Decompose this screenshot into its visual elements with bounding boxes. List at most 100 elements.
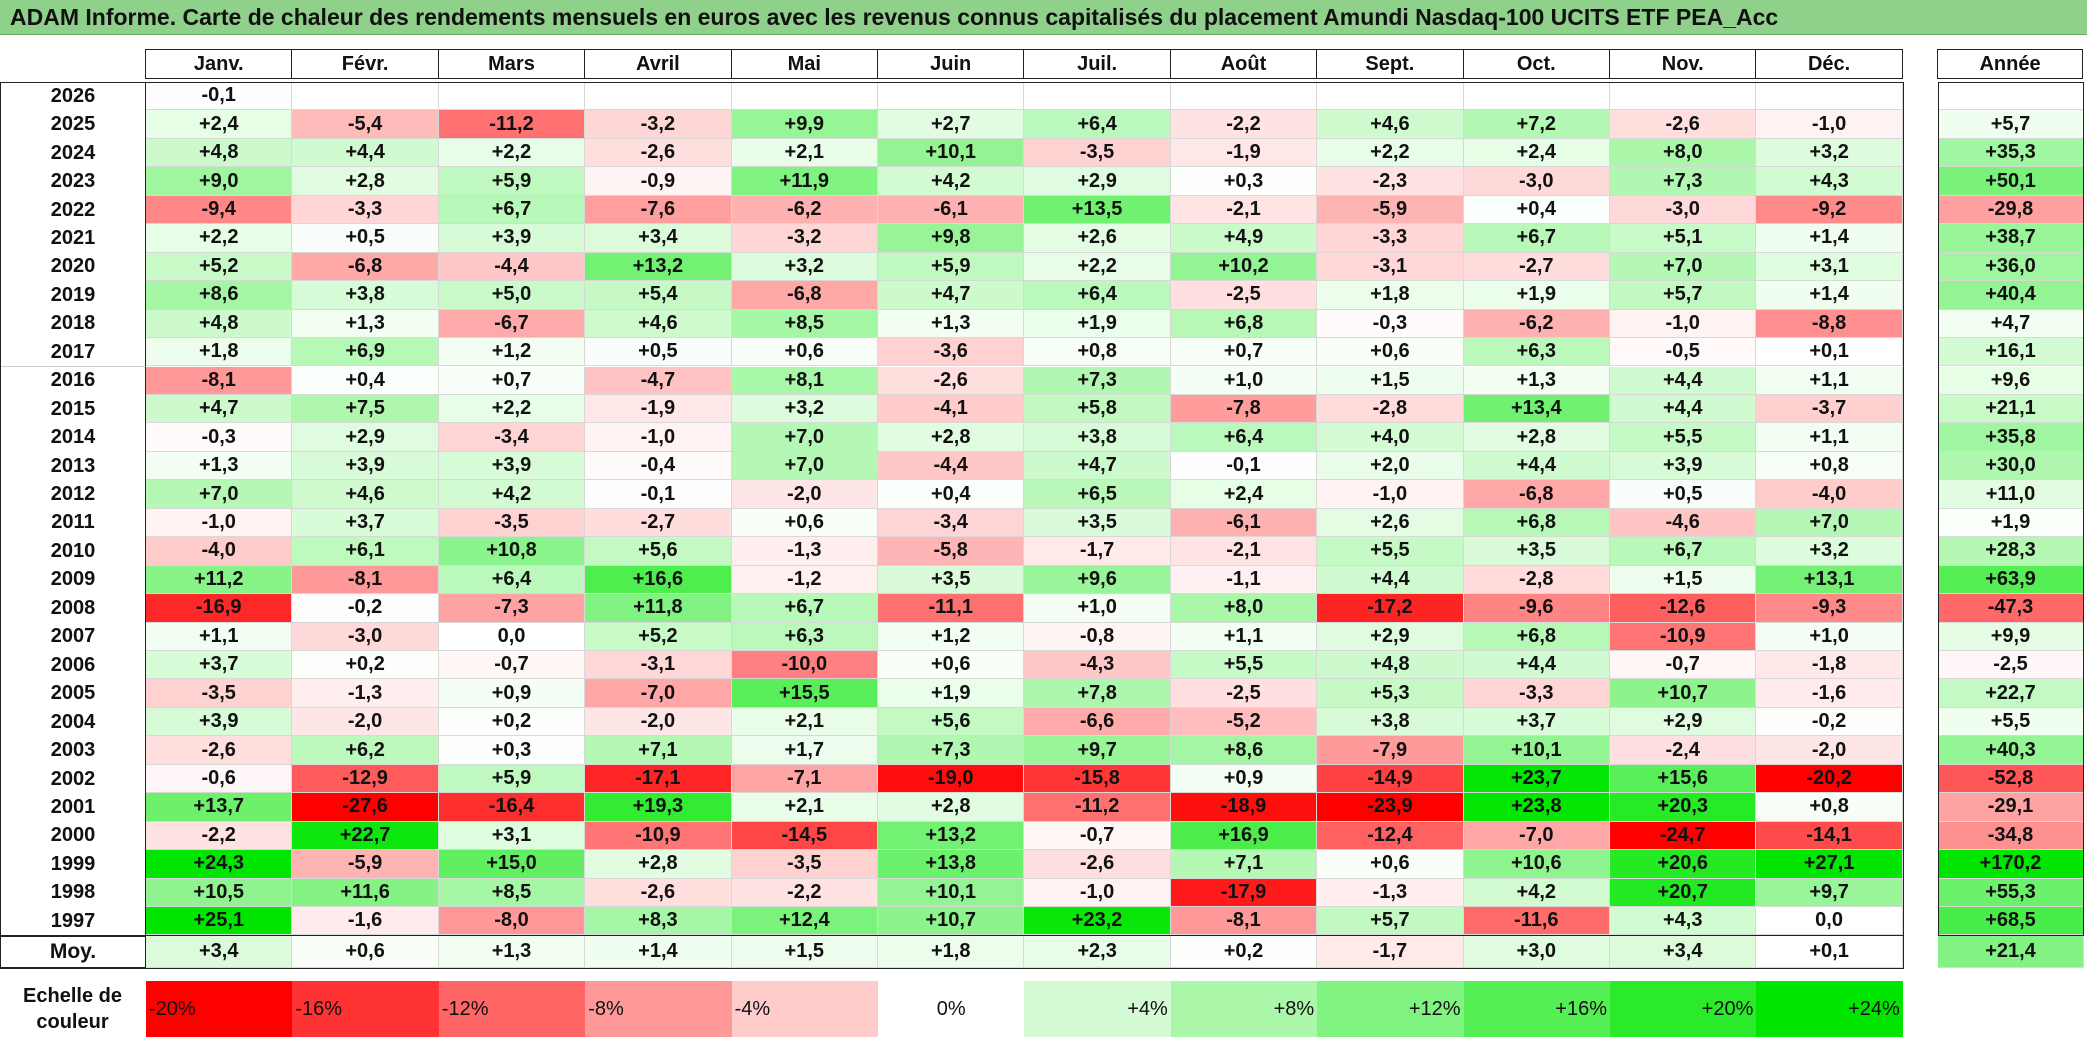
heatmap-cell: +13,1 [1756, 565, 1903, 595]
average-cell: +2,3 [1024, 936, 1171, 968]
heatmap-cell: -7,8 [1170, 394, 1318, 424]
heatmap-cell: -17,9 [1170, 878, 1318, 908]
heatmap-cell: +4,7 [1024, 451, 1171, 481]
heatmap-cell: +6,1 [292, 537, 439, 566]
average-label: Moy. [0, 936, 146, 968]
heatmap-cell: +5,5 [1317, 537, 1464, 566]
heatmap-cell [878, 82, 1025, 111]
heatmap-cell: -12,4 [1317, 821, 1464, 851]
heatmap-cell: -0,5 [1610, 338, 1757, 367]
year-label: 2006 [0, 651, 146, 681]
heatmap-cell: +4,6 [1317, 110, 1464, 139]
heatmap-cell: +0,7 [438, 366, 586, 395]
heatmap-cell: -7,1 [731, 764, 878, 794]
heatmap-cell: +0,3 [438, 736, 586, 765]
heatmap-cell: +4,4 [1610, 394, 1757, 424]
heatmap-cell: +15,5 [731, 679, 878, 708]
year-label: 2023 [0, 167, 146, 197]
heatmap-cell: +1,2 [438, 338, 586, 367]
heatmap-cell: -3,4 [878, 508, 1025, 538]
heatmap-cell: +1,9 [878, 679, 1025, 708]
heatmap-cell: -1,8 [1756, 651, 1903, 680]
heatmap-cell: -23,9 [1317, 793, 1464, 822]
heatmap-cell: +6,9 [292, 338, 439, 367]
heatmap-cell: -2,2 [146, 821, 293, 851]
heatmap-cell: -5,8 [878, 537, 1025, 566]
heatmap-cell: +2,1 [731, 707, 878, 737]
annual-cell: +50,1 [1938, 167, 2084, 196]
heatmap-cell: +1,8 [1317, 281, 1464, 310]
heatmap-cell: -2,0 [292, 707, 439, 737]
heatmap-cell: +7,1 [585, 736, 732, 765]
color-scale-step: +8% [1170, 981, 1318, 1037]
annual-cell: +55,3 [1938, 878, 2084, 908]
heatmap-cell: -9,6 [1463, 594, 1610, 623]
heatmap-cell: -12,6 [1610, 594, 1757, 623]
heatmap-cell: -2,5 [1170, 281, 1318, 310]
heatmap-cell: -1,3 [731, 537, 878, 566]
heatmap-cell: -2,8 [1463, 565, 1610, 595]
heatmap-cell: +2,8 [585, 850, 732, 879]
year-label: 2013 [0, 451, 146, 482]
year-label: 2011 [0, 508, 146, 539]
heatmap-cell: +6,4 [1024, 281, 1171, 310]
heatmap-cell: -4,6 [1610, 508, 1757, 538]
heatmap-cell: +4,2 [438, 480, 586, 509]
heatmap-cell: 0,0 [1756, 907, 1903, 936]
heatmap-cell: +1,0 [1024, 594, 1171, 623]
heatmap-cell: +13,4 [1463, 394, 1610, 424]
heatmap-cell: +15,0 [438, 850, 586, 879]
heatmap-cell: +2,8 [878, 793, 1025, 822]
color-scale-step: 0% [878, 981, 1025, 1037]
heatmap-cell: +2,7 [878, 110, 1025, 139]
heatmap-cell: +0,6 [1317, 338, 1464, 367]
heatmap-cell: -3,5 [731, 850, 878, 879]
heatmap-cell: +7,2 [1463, 110, 1610, 139]
heatmap-cell: +10,7 [1610, 679, 1757, 708]
heatmap-cell: -4,3 [1024, 651, 1171, 680]
heatmap-cell: -1,0 [1317, 480, 1464, 509]
year-label: 2010 [0, 537, 146, 567]
heatmap-cell: +4,6 [292, 480, 439, 509]
heatmap-cell: -18,9 [1170, 793, 1318, 822]
year-label: 2026 [0, 82, 146, 112]
color-scale-step: +20% [1610, 981, 1757, 1037]
heatmap-cell: +1,5 [1317, 366, 1464, 395]
heatmap-cell: -0,2 [292, 594, 439, 623]
heatmap-cell: +2,9 [1024, 167, 1171, 196]
heatmap-cell: -10,0 [731, 651, 878, 680]
heatmap-cell: +2,8 [292, 167, 439, 196]
heatmap-cell: +3,9 [438, 224, 586, 253]
heatmap-cell: -1,2 [731, 565, 878, 595]
heatmap-cell: +0,8 [1756, 793, 1903, 822]
heatmap-cell: -16,4 [438, 793, 586, 822]
heatmap-cell: +13,5 [1024, 195, 1171, 225]
heatmap-cell: -11,2 [1024, 793, 1171, 822]
year-label: 2014 [0, 423, 146, 453]
heatmap-cell: +0,6 [731, 508, 878, 538]
annual-cell: -29,8 [1938, 195, 2084, 225]
heatmap-cell: +0,9 [438, 679, 586, 708]
annual-cell: +1,9 [1938, 508, 2084, 538]
heatmap-cell: +12,4 [731, 907, 878, 936]
heatmap-cell: -3,3 [1463, 679, 1610, 708]
month-header: Avril [584, 49, 732, 79]
heatmap-cell: -2,6 [585, 878, 732, 908]
heatmap-cell: +2,0 [1317, 451, 1464, 481]
heatmap-cell: +4,4 [1463, 651, 1610, 680]
annual-cell: +36,0 [1938, 252, 2084, 282]
year-label: 2025 [0, 110, 146, 140]
annual-cell: +5,5 [1938, 707, 2084, 737]
heatmap-cell [1317, 82, 1464, 111]
month-header: Janv. [145, 49, 293, 79]
heatmap-cell: +7,0 [1756, 508, 1903, 538]
heatmap-cell: -8,1 [1170, 907, 1318, 936]
heatmap-cell: +4,2 [1463, 878, 1610, 908]
heatmap-cell: +5,2 [585, 622, 732, 651]
heatmap-cell: +9,9 [731, 110, 878, 139]
heatmap-cell: -5,2 [1170, 707, 1318, 737]
color-scale-step: -12% [438, 981, 586, 1037]
heatmap-cell: +0,6 [878, 651, 1025, 680]
heatmap-cell: +7,3 [878, 736, 1025, 765]
heatmap-cell: +24,3 [146, 850, 293, 879]
